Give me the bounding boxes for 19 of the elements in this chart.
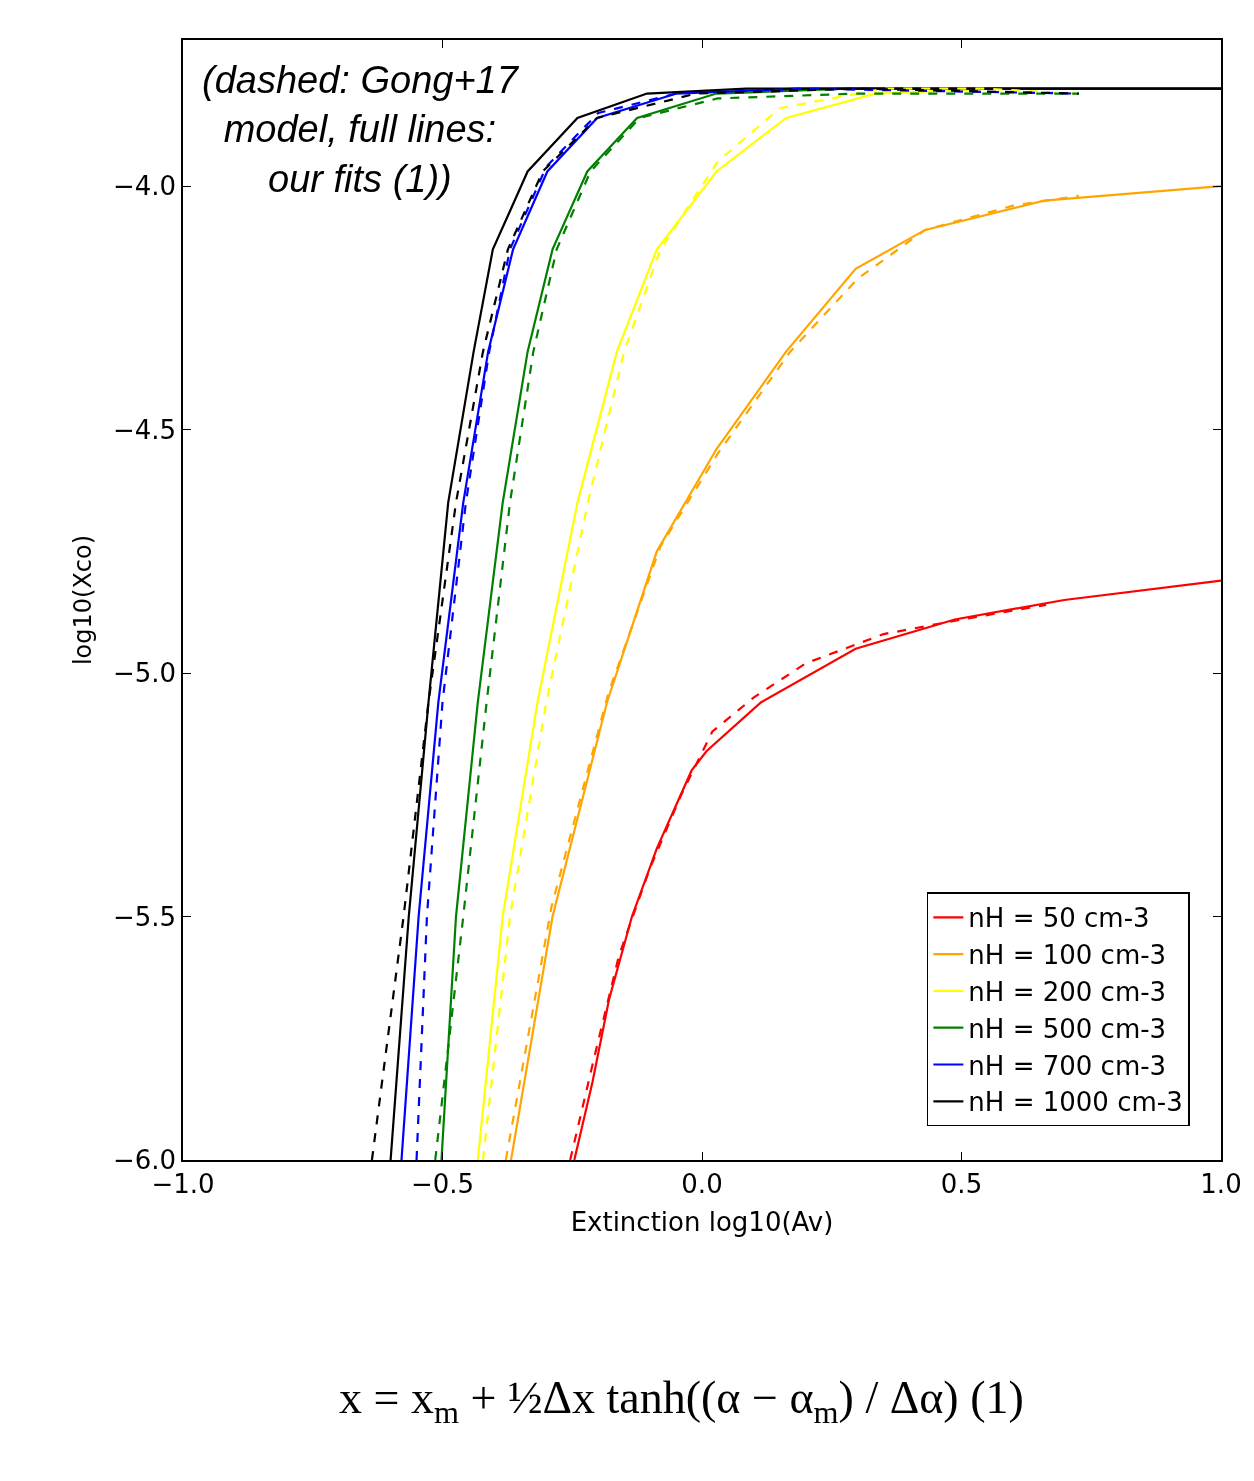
legend-label: nH = 100 cm-3 <box>968 940 1167 971</box>
legend-label: nH = 50 cm-3 <box>968 903 1150 934</box>
x-axis-title: Extinction log10(Av) <box>570 1207 834 1238</box>
legend-label: nH = 500 cm-3 <box>968 1013 1167 1044</box>
x-tick-label: −0.5 <box>410 1168 475 1199</box>
annotation: (dashed: Gong+17 model, full lines: our fits (1)) <box>202 59 520 200</box>
legend-label: nH = 200 cm-3 <box>968 977 1167 1008</box>
y-tick-label: −4.0 <box>112 171 177 202</box>
x-tick-label: 0.5 <box>940 1168 983 1199</box>
y-tick-label: −5.5 <box>112 901 177 932</box>
legend-label: nH = 1000 cm-3 <box>968 1087 1183 1118</box>
y-tick-label: −4.5 <box>112 414 177 445</box>
line-series <box>573 579 1221 1160</box>
x-tick-label: 1.0 <box>1200 1168 1242 1199</box>
y-axis-title: log10(Xco) <box>68 534 97 666</box>
x-tick-label: 0.0 <box>681 1168 723 1199</box>
text: x = x$_{m}$ + ½Δx tanh((α − α$_{m}$) / Δα) (1) <box>339 1372 1024 1430</box>
legend-label: nH = 700 cm-3 <box>968 1050 1167 1081</box>
y-tick-label: −5.0 <box>112 658 177 689</box>
